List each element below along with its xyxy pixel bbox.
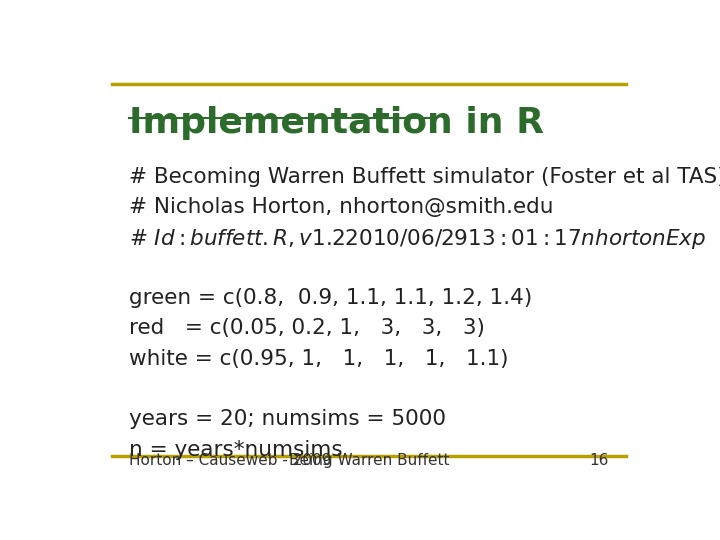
Text: Being Warren Buffett: Being Warren Buffett	[289, 453, 449, 468]
Text: # Nicholas Horton, nhorton@smith.edu: # Nicholas Horton, nhorton@smith.edu	[129, 197, 554, 217]
Text: # $Id: buffett.R,v 1.2 2010/06/29 13:01:17 nhorton Exp $: # $Id: buffett.R,v 1.2 2010/06/29 13:01:…	[129, 227, 706, 252]
Text: Implementation in R: Implementation in R	[129, 106, 544, 140]
Text: green = c(0.8,  0.9, 1.1, 1.1, 1.2, 1.4): green = c(0.8, 0.9, 1.1, 1.1, 1.2, 1.4)	[129, 288, 532, 308]
Text: Horton – Causeweb - 2009: Horton – Causeweb - 2009	[129, 453, 331, 468]
Text: n = years*numsims: n = years*numsims	[129, 440, 343, 460]
Text: red   = c(0.05, 0.2, 1,   3,   3,   3): red = c(0.05, 0.2, 1, 3, 3, 3)	[129, 319, 485, 339]
Text: white = c(0.95, 1,   1,   1,   1,   1.1): white = c(0.95, 1, 1, 1, 1, 1.1)	[129, 349, 508, 369]
Text: # Becoming Warren Buffett simulator (Foster et al TAS): # Becoming Warren Buffett simulator (Fos…	[129, 167, 720, 187]
Text: years = 20; numsims = 5000: years = 20; numsims = 5000	[129, 409, 446, 429]
Text: 16: 16	[590, 453, 609, 468]
